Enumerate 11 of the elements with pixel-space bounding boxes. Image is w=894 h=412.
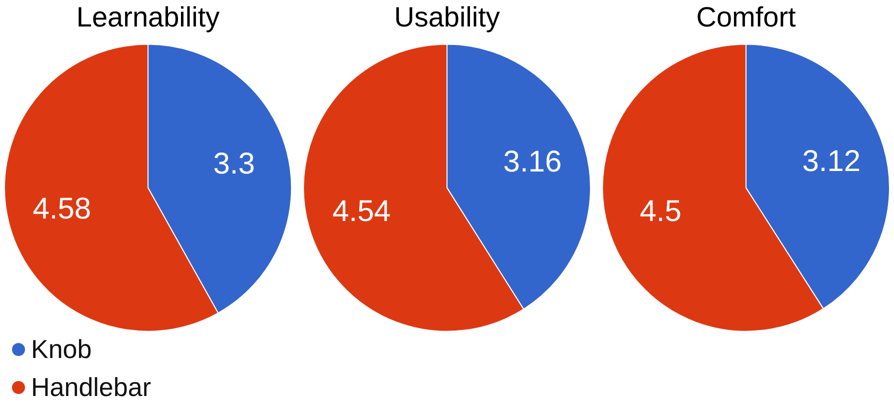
data-label: 4.54 [332, 194, 391, 228]
data-label: 4.58 [32, 192, 92, 226]
chart-title: Comfort [696, 2, 796, 33]
chart-title: Usability [394, 2, 500, 33]
data-label: 4.5 [640, 195, 682, 228]
legend-label: Knob [31, 334, 92, 364]
data-label: 3.12 [802, 145, 861, 178]
legend-label: Handlebar [31, 372, 151, 402]
chart-title: Learnability [76, 2, 220, 33]
data-label: 3.3 [213, 148, 255, 181]
data-label: 3.16 [503, 145, 562, 178]
